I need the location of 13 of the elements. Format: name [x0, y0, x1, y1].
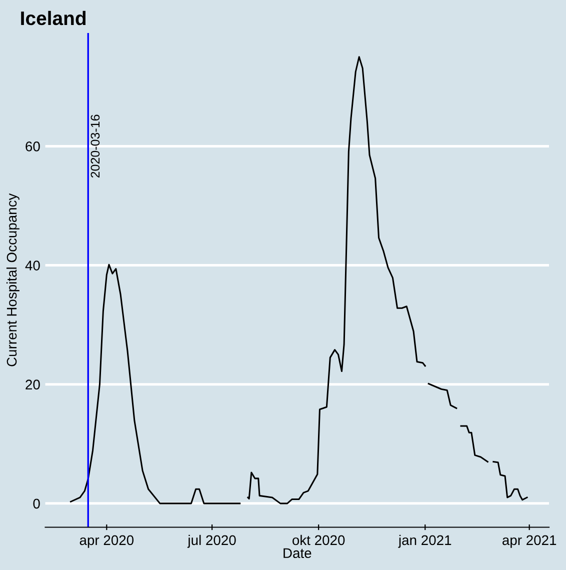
x-tick-label: jan 2021	[398, 534, 452, 548]
ref-line-label: 2020-03-16	[90, 114, 100, 178]
y-axis-title: Current Hospital Occupancy	[6, 193, 20, 366]
y-tick-label: 20	[26, 380, 40, 390]
x-axis-title: Date	[284, 548, 312, 558]
x-tick-label: apr 2020	[80, 535, 134, 548]
x-tick-label: jul 2020	[187, 534, 236, 548]
y-tick-label: 40	[25, 260, 40, 270]
x-tick-label: okt 2020	[292, 534, 345, 546]
y-tick-label: 0	[33, 498, 40, 509]
x-tick-label: apr 2021	[502, 535, 556, 548]
chart-title: Iceland	[21, 10, 86, 26]
y-tick-label: 60	[26, 142, 40, 152]
